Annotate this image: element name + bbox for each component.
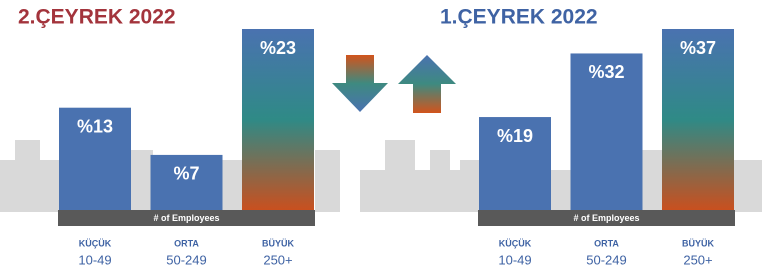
page: 2.ÇEYREK 2022 %13 KÜÇÜK 10-49 %7 ORTA 50-249 %2… [0, 0, 762, 273]
chart-title: 1.ÇEYREK 2022 [440, 6, 598, 29]
category-range: 50-249 [586, 252, 626, 267]
category-label: KÜÇÜK [79, 238, 112, 248]
chart-title: 2.ÇEYREK 2022 [18, 6, 176, 29]
value-label: %13 [77, 116, 113, 136]
value-label: %19 [497, 126, 533, 146]
value-label: %37 [680, 38, 716, 58]
up-arrow [398, 55, 456, 113]
x-axis-label: # of Employees [573, 213, 639, 223]
category-range: 10-49 [78, 252, 111, 267]
value-label: %23 [260, 38, 296, 58]
infographic: 2.ÇEYREK 2022 %13 KÜÇÜK 10-49 %7 ORTA 50-249 %2… [0, 0, 762, 273]
category-range: 10-49 [498, 252, 531, 267]
category-label: KÜÇÜK [499, 238, 532, 248]
category-range: 50-249 [166, 252, 206, 267]
x-axis-label: # of Employees [153, 213, 219, 223]
category-label: BÜYÜK [682, 238, 715, 248]
down-arrow [332, 55, 388, 112]
value-label: %32 [588, 62, 624, 82]
category-label: BÜYÜK [262, 238, 295, 248]
category-label: ORTA [594, 238, 619, 248]
value-label: %7 [173, 164, 199, 184]
category-label: ORTA [174, 238, 199, 248]
category-range: 250+ [263, 252, 292, 267]
category-range: 250+ [683, 252, 712, 267]
